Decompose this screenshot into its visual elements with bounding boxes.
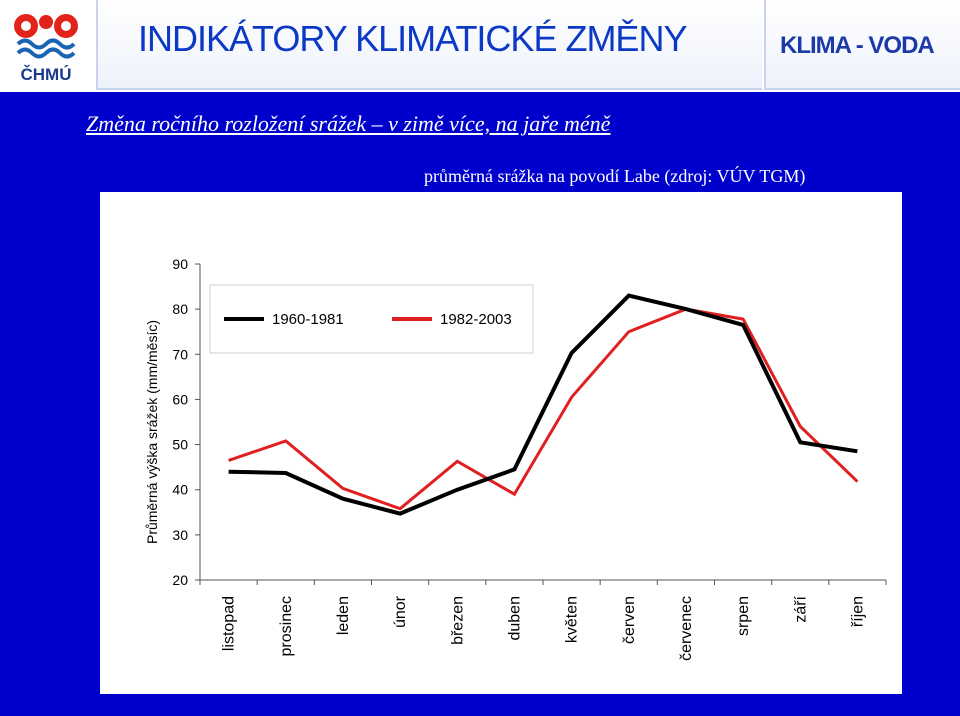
title-box: INDIKÁTORY KLIMATICKÉ ZMĚNY xyxy=(98,0,762,90)
y-tick-label: 50 xyxy=(172,437,188,453)
y-tick-label: 30 xyxy=(172,527,188,543)
x-category-label: září xyxy=(792,595,809,622)
x-category-label: červen xyxy=(621,596,638,644)
x-category-label: říjen xyxy=(849,596,866,627)
x-category-label: únor xyxy=(392,595,409,628)
y-tick-label: 90 xyxy=(172,256,188,272)
y-tick-label: 60 xyxy=(172,391,188,407)
y-tick-label: 80 xyxy=(172,301,188,317)
legend-label: 1982-2003 xyxy=(440,311,512,328)
y-axis-title: Průměrná výška srážek (mm/měsíc) xyxy=(144,320,160,544)
chart-source: průměrná srážka na povodí Labe (zdroj: V… xyxy=(424,166,806,186)
x-category-label: březen xyxy=(449,596,466,645)
y-tick-label: 20 xyxy=(172,572,188,588)
chmu-logo: ČHMÚ xyxy=(0,0,98,90)
x-category-label: květen xyxy=(564,596,581,643)
series-line xyxy=(228,307,859,511)
chmu-logo-icon: ČHMÚ xyxy=(14,14,78,84)
y-tick-label: 70 xyxy=(172,346,188,362)
x-category-label: listopad xyxy=(221,596,238,651)
chart-panel: 20 30 40 50 60 70 80 90 listopad prosinec leden úno… xyxy=(100,192,902,694)
y-tick-label: 40 xyxy=(172,482,188,498)
section-box: KLIMA - VODA xyxy=(764,0,960,90)
slide-subtitle: Změna ročního rozložení srážek – v zimě … xyxy=(86,111,611,136)
series-line xyxy=(228,293,858,516)
x-category-label: srpen xyxy=(735,596,752,636)
x-category-label: prosinec xyxy=(278,596,295,656)
precipitation-chart: 20 30 40 50 60 70 80 90 listopad prosinec leden úno… xyxy=(144,256,887,661)
x-category-label: leden xyxy=(335,596,352,635)
x-category-label: červenec xyxy=(678,596,695,661)
legend-label: 1960-1981 xyxy=(272,311,344,328)
logo-text: ČHMÚ xyxy=(21,65,72,84)
slide-header: ČHMÚ INDIKÁTORY KLIMATICKÉ ZMĚNY KLIMA -… xyxy=(0,0,960,92)
page-title: INDIKÁTORY KLIMATICKÉ ZMĚNY xyxy=(138,18,687,59)
x-category-label: duben xyxy=(506,596,523,641)
section-label: KLIMA - VODA xyxy=(780,32,935,59)
